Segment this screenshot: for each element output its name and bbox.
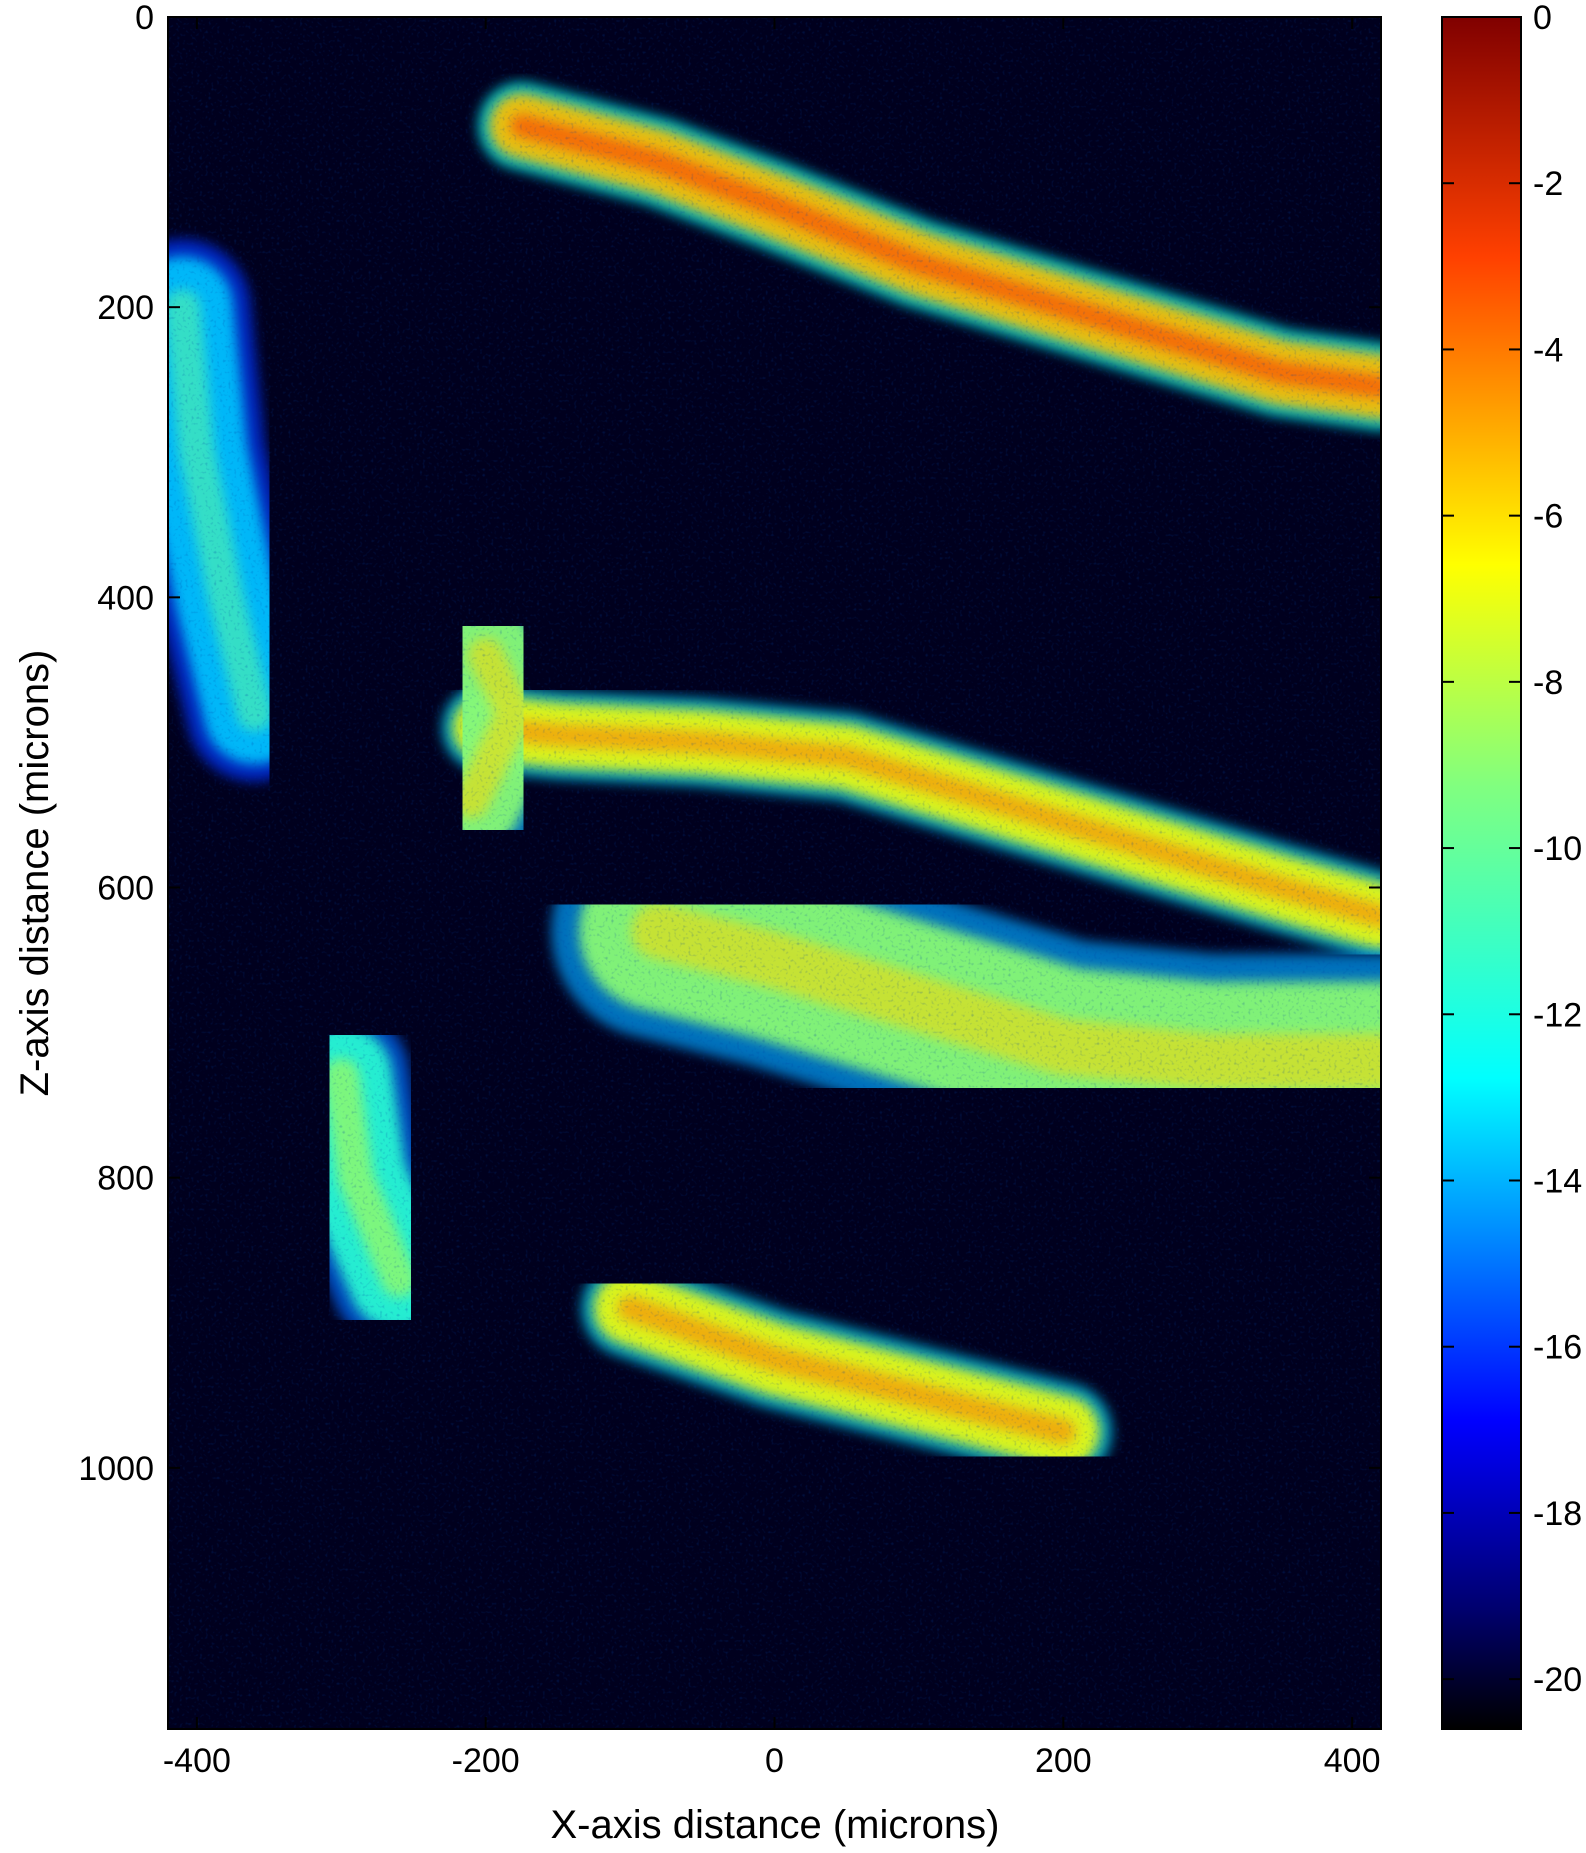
y-tick-label: 200 — [97, 289, 154, 327]
colorbar-tick-label: -20 — [1533, 1661, 1582, 1699]
plot-area: -400 -200 0 200 400 0 200 400 600 800 1000 — [78, 0, 1382, 1780]
x-tick-label: 200 — [1035, 1742, 1092, 1780]
y-axis-label: Z-axis distance (microns) — [13, 650, 57, 1097]
colorbar-tick-label: -10 — [1533, 830, 1582, 868]
x-tick-label: 0 — [765, 1742, 784, 1780]
y-tick-label: 400 — [97, 579, 154, 617]
colorbar-ticks: 0 -2 -4 -6 -8 -10 -12 -14 -16 -18 -20 — [1442, 0, 1582, 1699]
y-tick-label: 1000 — [78, 1450, 154, 1488]
x-axis-label: X-axis distance (microns) — [550, 1803, 999, 1847]
x-tick-label: 400 — [1324, 1742, 1381, 1780]
colorbar-tick-label: -12 — [1533, 996, 1582, 1034]
speckle-noise — [168, 17, 1381, 1729]
y-tick-label: 0 — [135, 0, 154, 37]
y-axis-ticks: 0 200 400 600 800 1000 — [78, 0, 1381, 1488]
colorbar-tick-label: -16 — [1533, 1329, 1582, 1367]
colorbar-tick-label: 0 — [1533, 0, 1552, 37]
x-tick-label: -400 — [163, 1742, 231, 1780]
x-tick-label: -200 — [452, 1742, 520, 1780]
colorbar-tick-label: -4 — [1533, 331, 1563, 369]
colorbar-tick-label: -2 — [1533, 165, 1563, 203]
colorbar-tick-label: -18 — [1533, 1495, 1582, 1533]
colorbar-tick-label: -8 — [1533, 664, 1563, 702]
colorbar-tick-label: -6 — [1533, 498, 1563, 536]
colorbar-tick-label: -14 — [1533, 1162, 1582, 1200]
colorbar-gradient — [1441, 16, 1522, 1730]
y-tick-label: 800 — [97, 1160, 154, 1198]
x-axis-ticks: -400 -200 0 200 400 — [163, 17, 1381, 1780]
colorbar: 0 -2 -4 -6 -8 -10 -12 -14 -16 -18 -20 — [1441, 0, 1582, 1730]
y-tick-label: 600 — [97, 870, 154, 908]
